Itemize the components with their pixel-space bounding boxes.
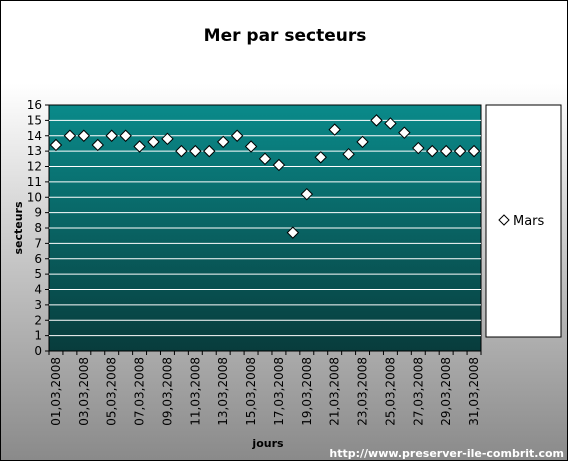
- x-axis-label: jours: [251, 437, 284, 450]
- legend-box: [485, 104, 562, 338]
- x-tick-label: 07,03,2008: [133, 357, 147, 426]
- data-point: [314, 151, 327, 164]
- x-tick-label: 27,03,2008: [411, 357, 425, 426]
- series-mars: [49, 114, 481, 239]
- x-tick-label: 03,03,2008: [77, 357, 91, 426]
- data-point: [119, 129, 132, 142]
- data-point: [91, 138, 104, 152]
- data-point: [189, 144, 202, 158]
- data-point: [398, 126, 411, 139]
- data-point: [230, 129, 244, 142]
- data-point: [453, 144, 467, 158]
- y-tick-label: 5: [34, 267, 42, 281]
- x-tick-label: 13,03,2008: [216, 357, 230, 426]
- y-tick-label: 7: [34, 236, 42, 250]
- y-tick-label: 14: [27, 129, 42, 143]
- data-point: [356, 135, 369, 149]
- y-tick-label: 1: [34, 329, 42, 343]
- data-point: [439, 144, 453, 158]
- y-tick-label: 2: [34, 313, 42, 327]
- legend-entry-mars: Mars: [513, 214, 545, 229]
- x-tick-label: 29,03,2008: [439, 357, 453, 426]
- data-point: [342, 147, 355, 161]
- x-tick-label: 01,03,2008: [49, 357, 63, 426]
- x-tick-label: 17,03,2008: [272, 357, 286, 426]
- x-tick-label: 31,03,2008: [467, 357, 481, 426]
- y-tick-label: 8: [34, 221, 42, 235]
- data-point: [412, 141, 425, 155]
- x-tick-label: 19,03,2008: [300, 357, 314, 426]
- data-point: [105, 129, 118, 142]
- data-point: [63, 129, 77, 142]
- x-tick-label: 23,03,2008: [356, 357, 370, 426]
- data-point: [244, 140, 258, 153]
- y-tick-label: 16: [27, 98, 42, 112]
- chart-title: Mer par secteurs: [204, 26, 367, 46]
- legend-marker: [498, 214, 510, 226]
- x-tick-label: 11,03,2008: [188, 357, 202, 426]
- y-tick-label: 15: [27, 113, 42, 127]
- y-tick-label: 10: [27, 190, 42, 204]
- y-tick-label: 4: [34, 283, 42, 297]
- y-tick-label: 6: [34, 252, 42, 266]
- data-point: [328, 123, 341, 136]
- data-point: [467, 144, 481, 158]
- y-tick-label: 9: [34, 206, 42, 220]
- x-tick-label: 21,03,2008: [328, 357, 342, 426]
- y-tick-label: 12: [27, 160, 42, 174]
- credit-link[interactable]: http://www.preserver-ile-combrit.com: [329, 447, 564, 460]
- x-tick-label: 05,03,2008: [105, 357, 119, 426]
- x-tick-label: 09,03,2008: [160, 357, 174, 426]
- data-point: [370, 114, 383, 127]
- y-tick-label: 3: [34, 298, 42, 312]
- data-point: [203, 144, 216, 158]
- data-point: [300, 187, 314, 201]
- data-point: [426, 144, 439, 158]
- x-tick-label: 25,03,2008: [383, 357, 397, 426]
- x-tick-label: 15,03,2008: [244, 357, 258, 426]
- data-point: [49, 138, 63, 152]
- x-axis: 01,03,2008 03,03,2008 05,03,2008 07,03,2008…: [48, 351, 482, 426]
- data-point: [77, 129, 91, 142]
- y-tick-label: 0: [34, 344, 42, 358]
- data-point: [133, 140, 146, 153]
- y-tick-label: 13: [27, 144, 42, 158]
- y-tick-label: 11: [27, 175, 42, 189]
- data-point: [272, 158, 286, 172]
- data-point: [161, 132, 174, 146]
- data-point: [175, 144, 188, 158]
- data-point: [258, 152, 272, 166]
- legend: Mars: [485, 104, 562, 338]
- data-point: [216, 135, 230, 149]
- data-point: [384, 117, 397, 130]
- y-axis-label: secteurs: [12, 201, 25, 255]
- data-point: [286, 226, 300, 239]
- data-point: [147, 135, 160, 149]
